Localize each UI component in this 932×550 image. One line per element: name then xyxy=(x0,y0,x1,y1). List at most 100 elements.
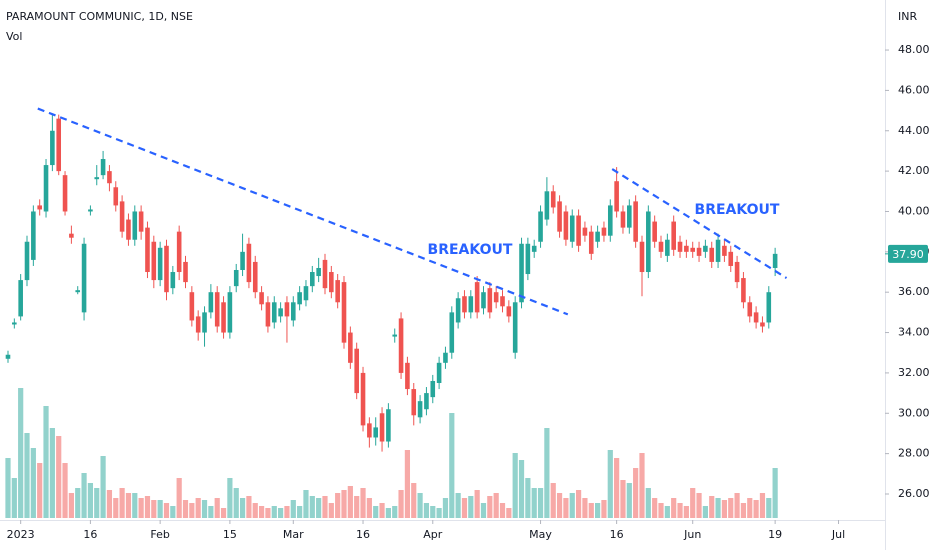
candle-body xyxy=(620,211,626,228)
volume-bar xyxy=(290,500,296,518)
candle-body xyxy=(646,211,651,273)
volume-bar xyxy=(747,498,753,518)
candle-body xyxy=(690,247,696,252)
volume-bar xyxy=(347,486,353,518)
x-tick-label: 16 xyxy=(610,528,624,541)
volume-bar xyxy=(772,468,778,518)
candle-body xyxy=(189,292,195,321)
chart-title: PARAMOUNT COMMUNIC, 1D, NSE xyxy=(6,10,193,23)
x-tick-label: Apr xyxy=(423,528,443,541)
candle-body xyxy=(519,243,524,303)
volume-bar xyxy=(271,506,277,518)
candle-body xyxy=(607,205,613,236)
candle-body xyxy=(392,334,398,337)
volume-bar xyxy=(322,496,328,518)
candle-body xyxy=(119,201,125,232)
candle-body xyxy=(531,245,537,252)
volume-bar xyxy=(588,503,594,518)
volume-bar xyxy=(683,506,689,518)
volume-bar xyxy=(81,473,87,518)
candle-body xyxy=(652,221,657,242)
candle-body xyxy=(500,296,505,307)
volume-bar xyxy=(734,493,740,518)
y-tick-label: 32.00 xyxy=(898,366,930,379)
volume-bar xyxy=(24,433,30,518)
volume-bar xyxy=(493,493,499,518)
y-axis-label: INR xyxy=(898,10,917,23)
candle-body xyxy=(259,292,264,305)
candle-body xyxy=(449,312,455,353)
candle-body xyxy=(183,261,188,283)
y-tick-label: 28.00 xyxy=(898,447,930,460)
candle-body xyxy=(512,302,518,353)
candle-body xyxy=(430,380,436,398)
candle-body xyxy=(132,211,138,240)
volume-bar xyxy=(506,508,512,518)
candle-body xyxy=(81,243,87,313)
candle-body xyxy=(709,247,715,262)
volume-bar xyxy=(252,503,258,518)
candle-body xyxy=(639,241,645,273)
volume-bar xyxy=(182,500,189,518)
volume-bar xyxy=(144,496,151,518)
volume-bar xyxy=(607,450,613,518)
volume-bar xyxy=(480,503,487,518)
candle-body xyxy=(252,261,258,293)
volume-bar xyxy=(157,500,163,518)
candle-body xyxy=(246,243,252,283)
candle-body xyxy=(601,227,607,236)
volume-bar xyxy=(119,488,125,518)
candle-body xyxy=(278,308,283,317)
candle-body xyxy=(221,302,226,333)
candle-body xyxy=(12,322,17,325)
candle-body xyxy=(5,354,11,359)
candle-body xyxy=(398,318,404,373)
x-tick-label: 15 xyxy=(223,528,237,541)
volume-bar xyxy=(265,508,271,518)
volume-bar xyxy=(575,490,582,518)
candle-body xyxy=(487,288,493,313)
candle-body xyxy=(424,393,429,410)
volume-bar xyxy=(614,458,620,518)
candle-body xyxy=(348,332,353,363)
volume-bar xyxy=(43,406,49,518)
volume-bar xyxy=(639,453,645,518)
volume-bar xyxy=(220,508,227,518)
volume-bar xyxy=(208,506,214,518)
volume-bar xyxy=(309,496,315,518)
candle-body xyxy=(316,267,321,277)
candle-body xyxy=(335,280,340,303)
volume-bar xyxy=(728,498,734,518)
volume-bar xyxy=(449,413,455,518)
y-tick-label: 42.00 xyxy=(898,164,930,177)
candle-body xyxy=(88,209,93,212)
candle-body xyxy=(462,296,467,313)
x-tick-label: Feb xyxy=(150,528,169,541)
candle-body xyxy=(741,278,746,303)
candle-body xyxy=(405,362,410,390)
candle-body xyxy=(170,272,176,289)
candle-body xyxy=(126,219,131,240)
candle-body xyxy=(202,312,207,333)
candle-body xyxy=(627,205,632,228)
volume-bar xyxy=(201,500,208,518)
volume-bar xyxy=(316,498,322,518)
y-tick-label: 30.00 xyxy=(898,406,930,419)
volume-bar xyxy=(373,506,379,518)
volume-bar xyxy=(468,496,474,518)
candle-body xyxy=(576,215,581,246)
candle-body xyxy=(107,171,112,184)
volume-bar xyxy=(56,436,62,518)
candle-body xyxy=(297,292,302,305)
candle-body xyxy=(271,302,277,323)
volume-bar xyxy=(258,506,265,518)
candle-body xyxy=(284,302,290,317)
candle-body xyxy=(138,211,144,232)
candle-body xyxy=(753,312,759,323)
candle-body xyxy=(329,272,334,293)
candle-body xyxy=(715,239,721,262)
volume-bar xyxy=(5,458,11,518)
candle-body xyxy=(164,245,169,293)
volume-bar xyxy=(537,488,544,518)
